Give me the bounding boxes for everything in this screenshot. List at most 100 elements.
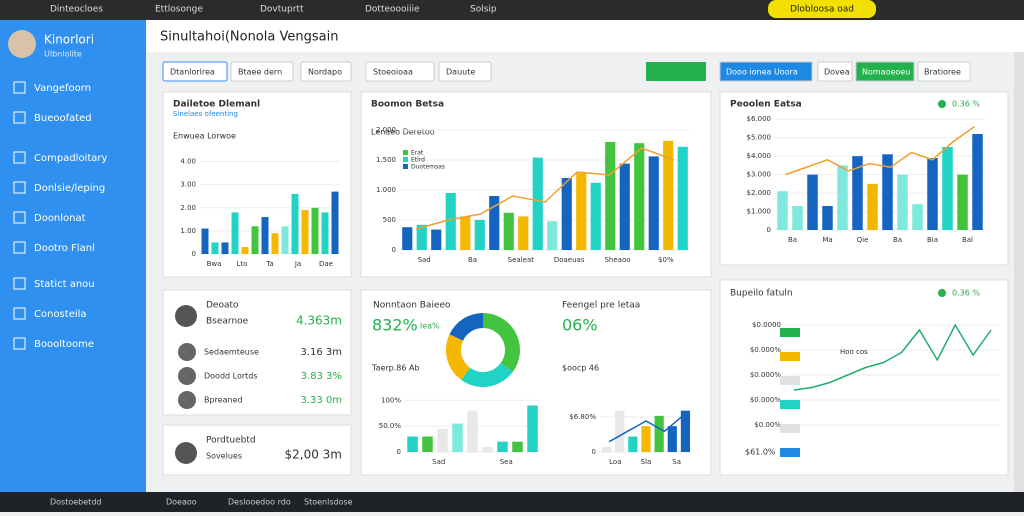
nav-icon[interactable] — [13, 241, 26, 254]
y-tick-label: 0 — [592, 448, 596, 456]
x-tick-label: Sad — [418, 256, 431, 264]
nav-icon[interactable] — [13, 307, 26, 320]
panel-title: Nonntaon Baieeo — [373, 301, 451, 311]
tab[interactable]: Solsip — [470, 5, 497, 15]
button-label[interactable]: Nordapo — [308, 68, 342, 77]
note: Hoo cos — [840, 348, 868, 356]
legend-swatch — [780, 352, 800, 361]
card-value: $2,00 3m — [285, 448, 343, 462]
nav-icon[interactable] — [13, 181, 26, 194]
x-tick-label: Sa — [672, 458, 681, 466]
bar — [251, 226, 259, 254]
user-role: Ulbnlolite — [44, 50, 82, 59]
nav-icon[interactable] — [13, 151, 26, 164]
bar — [654, 415, 664, 452]
bar — [677, 146, 688, 250]
nav-item[interactable]: Conosteila — [34, 309, 87, 320]
button-label[interactable]: Dooo ionea Uoora — [726, 68, 798, 77]
y-tick-label: $4.000 — [747, 152, 772, 160]
tab[interactable]: Ettlosonge — [155, 5, 203, 15]
y-tick-label: 1.000 — [376, 186, 396, 194]
taskbar-item[interactable]: Dostoebetdd — [50, 498, 101, 507]
taskbar-item[interactable]: Stoenlsdose — [304, 498, 353, 507]
panel-title: Peoolen Eatsa — [730, 100, 802, 110]
button-label[interactable]: Bratioree — [924, 68, 961, 77]
avatar — [178, 391, 196, 409]
button[interactable] — [917, 61, 971, 82]
avatar — [178, 343, 196, 361]
y-tick-label: 50.0% — [379, 422, 402, 430]
nav-item[interactable]: Doonlonat — [34, 213, 86, 224]
button[interactable] — [300, 61, 352, 82]
nav-icon[interactable] — [13, 81, 26, 94]
tab[interactable]: Dovtuprtt — [260, 5, 304, 15]
card-title: Pordtuebtd — [206, 436, 256, 446]
button-label[interactable]: Btaee dern — [238, 68, 282, 77]
button[interactable] — [817, 61, 853, 82]
nav-item[interactable]: Boooltoome — [34, 339, 94, 350]
nav-item[interactable]: Dootro Flanl — [34, 243, 95, 254]
x-tick-label: Sheaoo — [604, 256, 630, 264]
nav-icon[interactable] — [13, 111, 26, 124]
bar — [561, 178, 572, 250]
button[interactable] — [230, 61, 294, 82]
y-tick-label: 3.00 — [180, 181, 196, 189]
nav-item[interactable]: Bueoofated — [34, 113, 92, 124]
avatar — [178, 367, 196, 385]
panel — [719, 279, 1009, 476]
x-tick-label: Bia — [927, 236, 938, 244]
bar — [467, 410, 478, 452]
kpi-label: $oocp 46 — [562, 364, 599, 373]
button[interactable] — [719, 61, 813, 82]
nav-icon[interactable] — [13, 277, 26, 290]
button-label[interactable]: Dtanlorlrea — [170, 68, 215, 77]
x-tick-label: Ma — [822, 236, 832, 244]
nav-item[interactable]: Statict anou — [34, 279, 95, 290]
nav-item[interactable]: Donlsie/leping — [34, 183, 105, 194]
badge: 0.36 % — [952, 100, 980, 109]
taskbar-item[interactable]: Doeaoo — [166, 498, 197, 507]
bar — [532, 157, 543, 250]
tab[interactable]: Dinteocloes — [50, 5, 103, 15]
button-label[interactable]: Nomaoeoeu — [862, 68, 910, 77]
nav-item[interactable]: Vangefoorn — [34, 83, 91, 94]
bar — [634, 143, 645, 250]
browser-bar — [0, 0, 1024, 20]
bar — [402, 227, 413, 250]
bar — [201, 228, 209, 254]
card-subtitle: Bsearnoe — [206, 317, 249, 327]
y-tick-label: 100% — [381, 396, 401, 404]
button-label[interactable]: Stoeoioaa — [373, 68, 413, 77]
y-tick-label: 4.00 — [180, 158, 196, 166]
legend-swatch — [403, 150, 408, 155]
nav-icon[interactable] — [13, 337, 26, 350]
x-tick-label: Sla — [641, 458, 652, 466]
nav-icon[interactable] — [13, 211, 26, 224]
x-tick-label: Lto — [237, 260, 248, 268]
tab[interactable]: Dotteoooiiie — [365, 5, 420, 15]
button[interactable] — [438, 61, 492, 82]
footer: $61.0% — [745, 448, 776, 457]
button[interactable] — [855, 61, 915, 82]
x-tick-label: Qie — [857, 236, 869, 244]
bar — [667, 426, 677, 452]
link[interactable]: Sinelaes ofeenting — [173, 110, 238, 118]
pill[interactable]: Dlobloosa oad — [790, 5, 854, 15]
bar — [912, 204, 923, 230]
x-tick-label: Bwa — [207, 260, 222, 268]
bar — [615, 410, 625, 452]
nav-item[interactable]: Compadloitary — [34, 153, 108, 164]
avatar — [8, 30, 36, 58]
button[interactable] — [162, 61, 228, 82]
button[interactable] — [365, 61, 435, 82]
button[interactable] — [646, 62, 706, 81]
y-tick-label: 2.00 — [180, 204, 196, 212]
donut-segment — [445, 334, 471, 380]
button-label[interactable]: Dauute — [446, 68, 475, 77]
button-label[interactable]: Dovea — [824, 68, 850, 77]
bar — [497, 441, 508, 452]
bar — [957, 174, 968, 230]
taskbar-item[interactable]: Deslooedoo rdo — [228, 498, 291, 507]
panel-title: Bupeilo fatuln — [730, 289, 793, 299]
bar — [547, 221, 558, 250]
